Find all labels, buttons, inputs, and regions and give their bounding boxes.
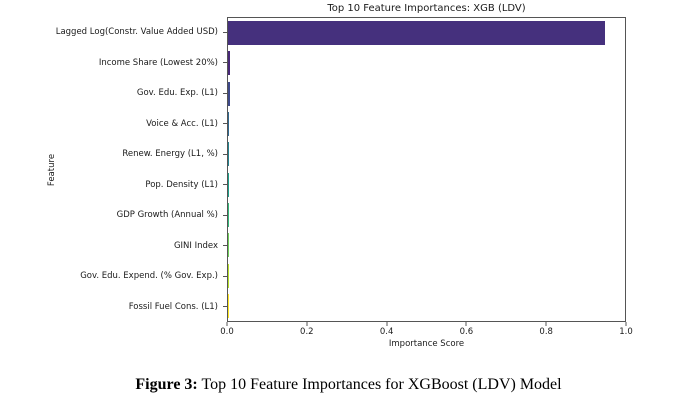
xtick-label: 0.2 [300,327,314,337]
ytick-mark [223,153,227,155]
bar-6 [228,172,229,197]
bar-3 [228,81,230,106]
ytick-label: GDP Growth (Annual %) [116,210,218,221]
ytick-mark [223,31,227,33]
ytick-mark-cell [223,139,227,170]
ytick-mark [223,306,227,308]
bar-row [228,200,625,230]
xtick-mark [625,322,627,326]
ytick-label: Gov. Edu. Expend. (% Gov. Exp.) [80,271,218,282]
xtick-label: 0.4 [379,327,394,337]
xtick-label: 0.0 [220,327,234,337]
xtick-label: 0.8 [539,327,553,337]
plot-area [227,17,626,322]
bar-row [228,260,625,290]
bar-4 [228,112,230,137]
bar-7 [228,202,229,227]
ytick-mark [223,92,227,94]
ytick-label: Gov. Edu. Exp. (L1) [136,88,218,99]
bar-row [228,291,625,321]
bar-row [228,169,625,199]
ytick-mark-cell [223,170,227,201]
xtick-mark [306,322,308,326]
xtick-mark [386,322,388,326]
xtick-label: 0.6 [459,327,474,337]
y-axis-tick-marks [223,17,227,322]
bar-8 [228,233,229,258]
ytick-mark-cell [223,78,227,109]
ytick-mark [223,123,227,125]
ytick-mark-cell [223,231,227,262]
ytick-mark-cell [223,261,227,292]
bar-2 [228,51,231,76]
xtick-mark [465,322,467,326]
bar-row [228,230,625,260]
figure-caption-label: Figure 3: [135,376,198,393]
ytick-mark [223,214,227,216]
chart-title: Top 10 Feature Importances: XGB (LDV) [327,3,526,14]
ytick-mark [223,275,227,277]
figure-caption: Figure 3: Top 10 Feature Importances for… [0,376,697,394]
bar-row [228,109,625,139]
ytick-label: Fossil Fuel Cons. (L1) [128,301,218,312]
bar-row [228,18,625,48]
ytick-label: Income Share (Lowest 20%) [98,57,218,68]
ytick-mark-cell [223,48,227,79]
bar-row [228,79,625,109]
ytick-mark-cell [223,200,227,231]
ytick-mark [223,62,227,64]
x-axis-tick-labels: 0.0 0.2 0.4 0.6 0.8 1.0 [220,327,633,337]
ytick-label: Pop. Density (L1) [145,179,218,190]
figure-caption-text: Top 10 Feature Importances for XGBoost (… [201,376,562,393]
bar-row [228,48,625,78]
x-axis-tick-marks [226,322,627,326]
bar-5 [228,142,230,167]
xtick-mark [226,322,228,326]
ytick-mark-cell [223,17,227,48]
y-axis-tick-labels: Lagged Log(Constr. Value Added USD) Incom… [0,17,220,322]
bar-row [228,139,625,169]
ytick-mark-cell [223,292,227,323]
ytick-mark [223,184,227,186]
bar-1 [228,21,606,46]
xtick-mark [545,322,547,326]
ytick-label: GINI Index [173,240,218,251]
ytick-label: Renew. Energy (L1, %) [122,149,218,160]
ytick-mark [223,245,227,247]
xtick-label: 1.0 [619,327,633,337]
ytick-label: Voice & Acc. (L1) [146,118,218,129]
ytick-mark-cell [223,109,227,140]
x-axis-title: Importance Score [388,339,465,349]
ytick-label: Lagged Log(Constr. Value Added USD) [55,27,218,38]
